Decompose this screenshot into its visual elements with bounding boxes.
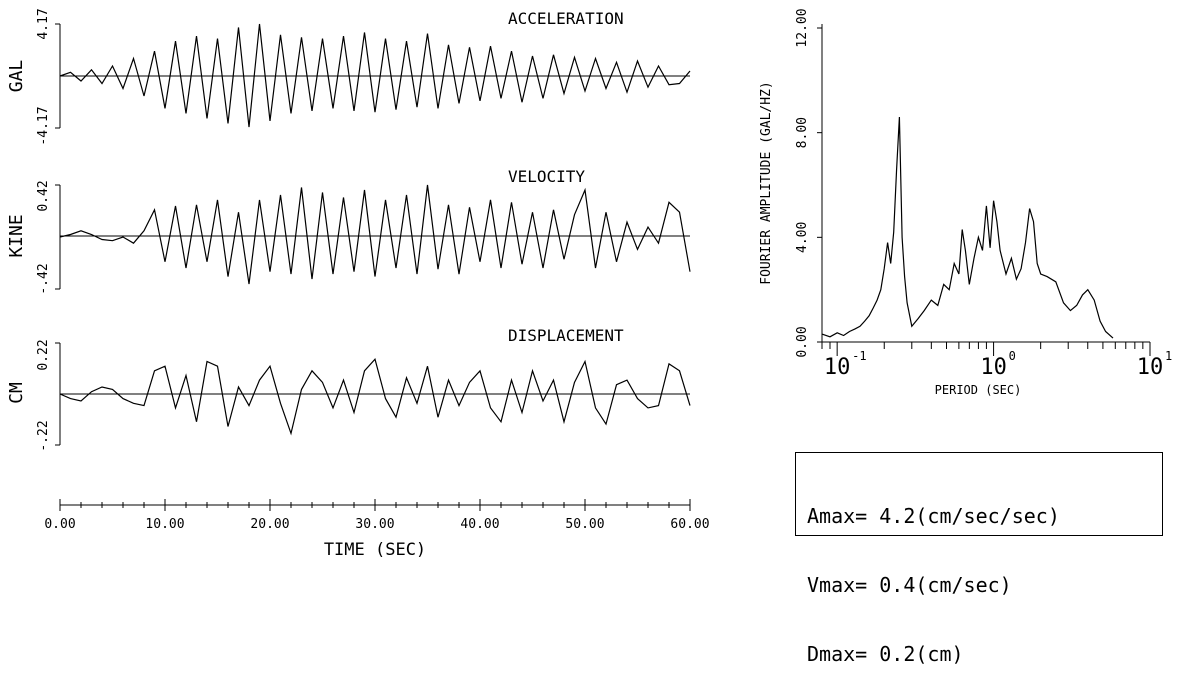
velocity-series-line <box>59 184 691 285</box>
fourier-ylabel: FOURIER AMPLITUDE (GAL/HZ) <box>759 81 774 285</box>
time-tick-label: 50.00 <box>565 517 604 532</box>
velocity-title: VELOCITY <box>508 167 585 186</box>
time-axis-ticks: 0.00 10.00 20.00 30.00 40.00 50.00 60.00 <box>44 499 710 532</box>
fourier-xtick-exponent: 0 <box>1009 349 1016 363</box>
time-tick-label: 60.00 <box>670 517 709 532</box>
dmax-text: Dmax= 0.2(cm) <box>807 642 964 666</box>
fourier-panel: FOURIER AMPLITUDE (GAL/HZ) 0.00 4.00 8.00 1… <box>759 8 1172 397</box>
displacement-series-line <box>59 357 691 436</box>
fourier-xlabel: PERIOD (SEC) <box>935 383 1022 397</box>
acceleration-title: ACCELERATION <box>508 9 624 28</box>
displacement-ytick-top: 0.22 <box>36 339 51 370</box>
acceleration-series-line <box>59 23 691 128</box>
fourier-xtick-base: 10 <box>980 355 1007 380</box>
figure: ACCELERATION GAL 4.17 -4.17 VELOCITY KIN… <box>6 8 1172 560</box>
fourier-ytick-label: 12.00 <box>795 8 810 47</box>
time-tick-label: 30.00 <box>355 517 394 532</box>
velocity-ylabel: KINE <box>6 214 27 257</box>
fourier-ytick-label: 8.00 <box>795 117 810 148</box>
acceleration-ylabel: GAL <box>6 60 27 93</box>
velocity-ytick-bottom: -.42 <box>36 263 51 294</box>
displacement-ytick-bottom: -.22 <box>36 420 51 451</box>
vmax-text: Vmax= 0.4(cm/sec) <box>807 573 1012 597</box>
fourier-ytick-label: 0.00 <box>795 326 810 357</box>
fourier-series-line <box>821 116 1114 339</box>
fourier-xtick-exponent: 1 <box>1165 349 1172 363</box>
displacement-ylabel: CM <box>6 382 27 404</box>
fourier-xtick-base: 10 <box>1137 355 1164 380</box>
velocity-ytick-top: 0.42 <box>36 180 51 211</box>
peak-values-box: Amax= 4.2(cm/sec/sec) Vmax= 0.4(cm/sec) … <box>795 452 1163 666</box>
displacement-title: DISPLACEMENT <box>508 326 624 345</box>
velocity-panel: VELOCITY KINE 0.42 -.42 <box>6 167 691 295</box>
fourier-xtick-base: 10 <box>824 355 851 380</box>
fourier-ytick-label: 4.00 <box>795 222 810 253</box>
amax-text: Amax= 4.2(cm/sec/sec) <box>807 504 1060 528</box>
time-tick-label: 20.00 <box>250 517 289 532</box>
fourier-xtick-labels: 10 -1 10 0 10 1 <box>824 349 1172 380</box>
time-axis-label: TIME (SEC) <box>324 540 426 560</box>
fourier-xtick-exponent: -1 <box>852 349 866 363</box>
displacement-panel: DISPLACEMENT CM 0.22 -.22 <box>6 326 691 452</box>
fourier-xticks <box>821 342 1151 356</box>
time-axis: 0.00 10.00 20.00 30.00 40.00 50.00 60.00 TIME … <box>44 499 710 560</box>
time-tick-label: 40.00 <box>460 517 499 532</box>
acceleration-ytick-top: 4.17 <box>36 8 51 39</box>
time-tick-label: 10.00 <box>145 517 184 532</box>
acceleration-ytick-bottom: -4.17 <box>36 106 51 145</box>
fourier-yticks: 0.00 4.00 8.00 12.00 <box>795 8 822 358</box>
time-tick-label: 0.00 <box>44 517 75 532</box>
acceleration-panel: ACCELERATION GAL 4.17 -4.17 <box>6 8 691 146</box>
